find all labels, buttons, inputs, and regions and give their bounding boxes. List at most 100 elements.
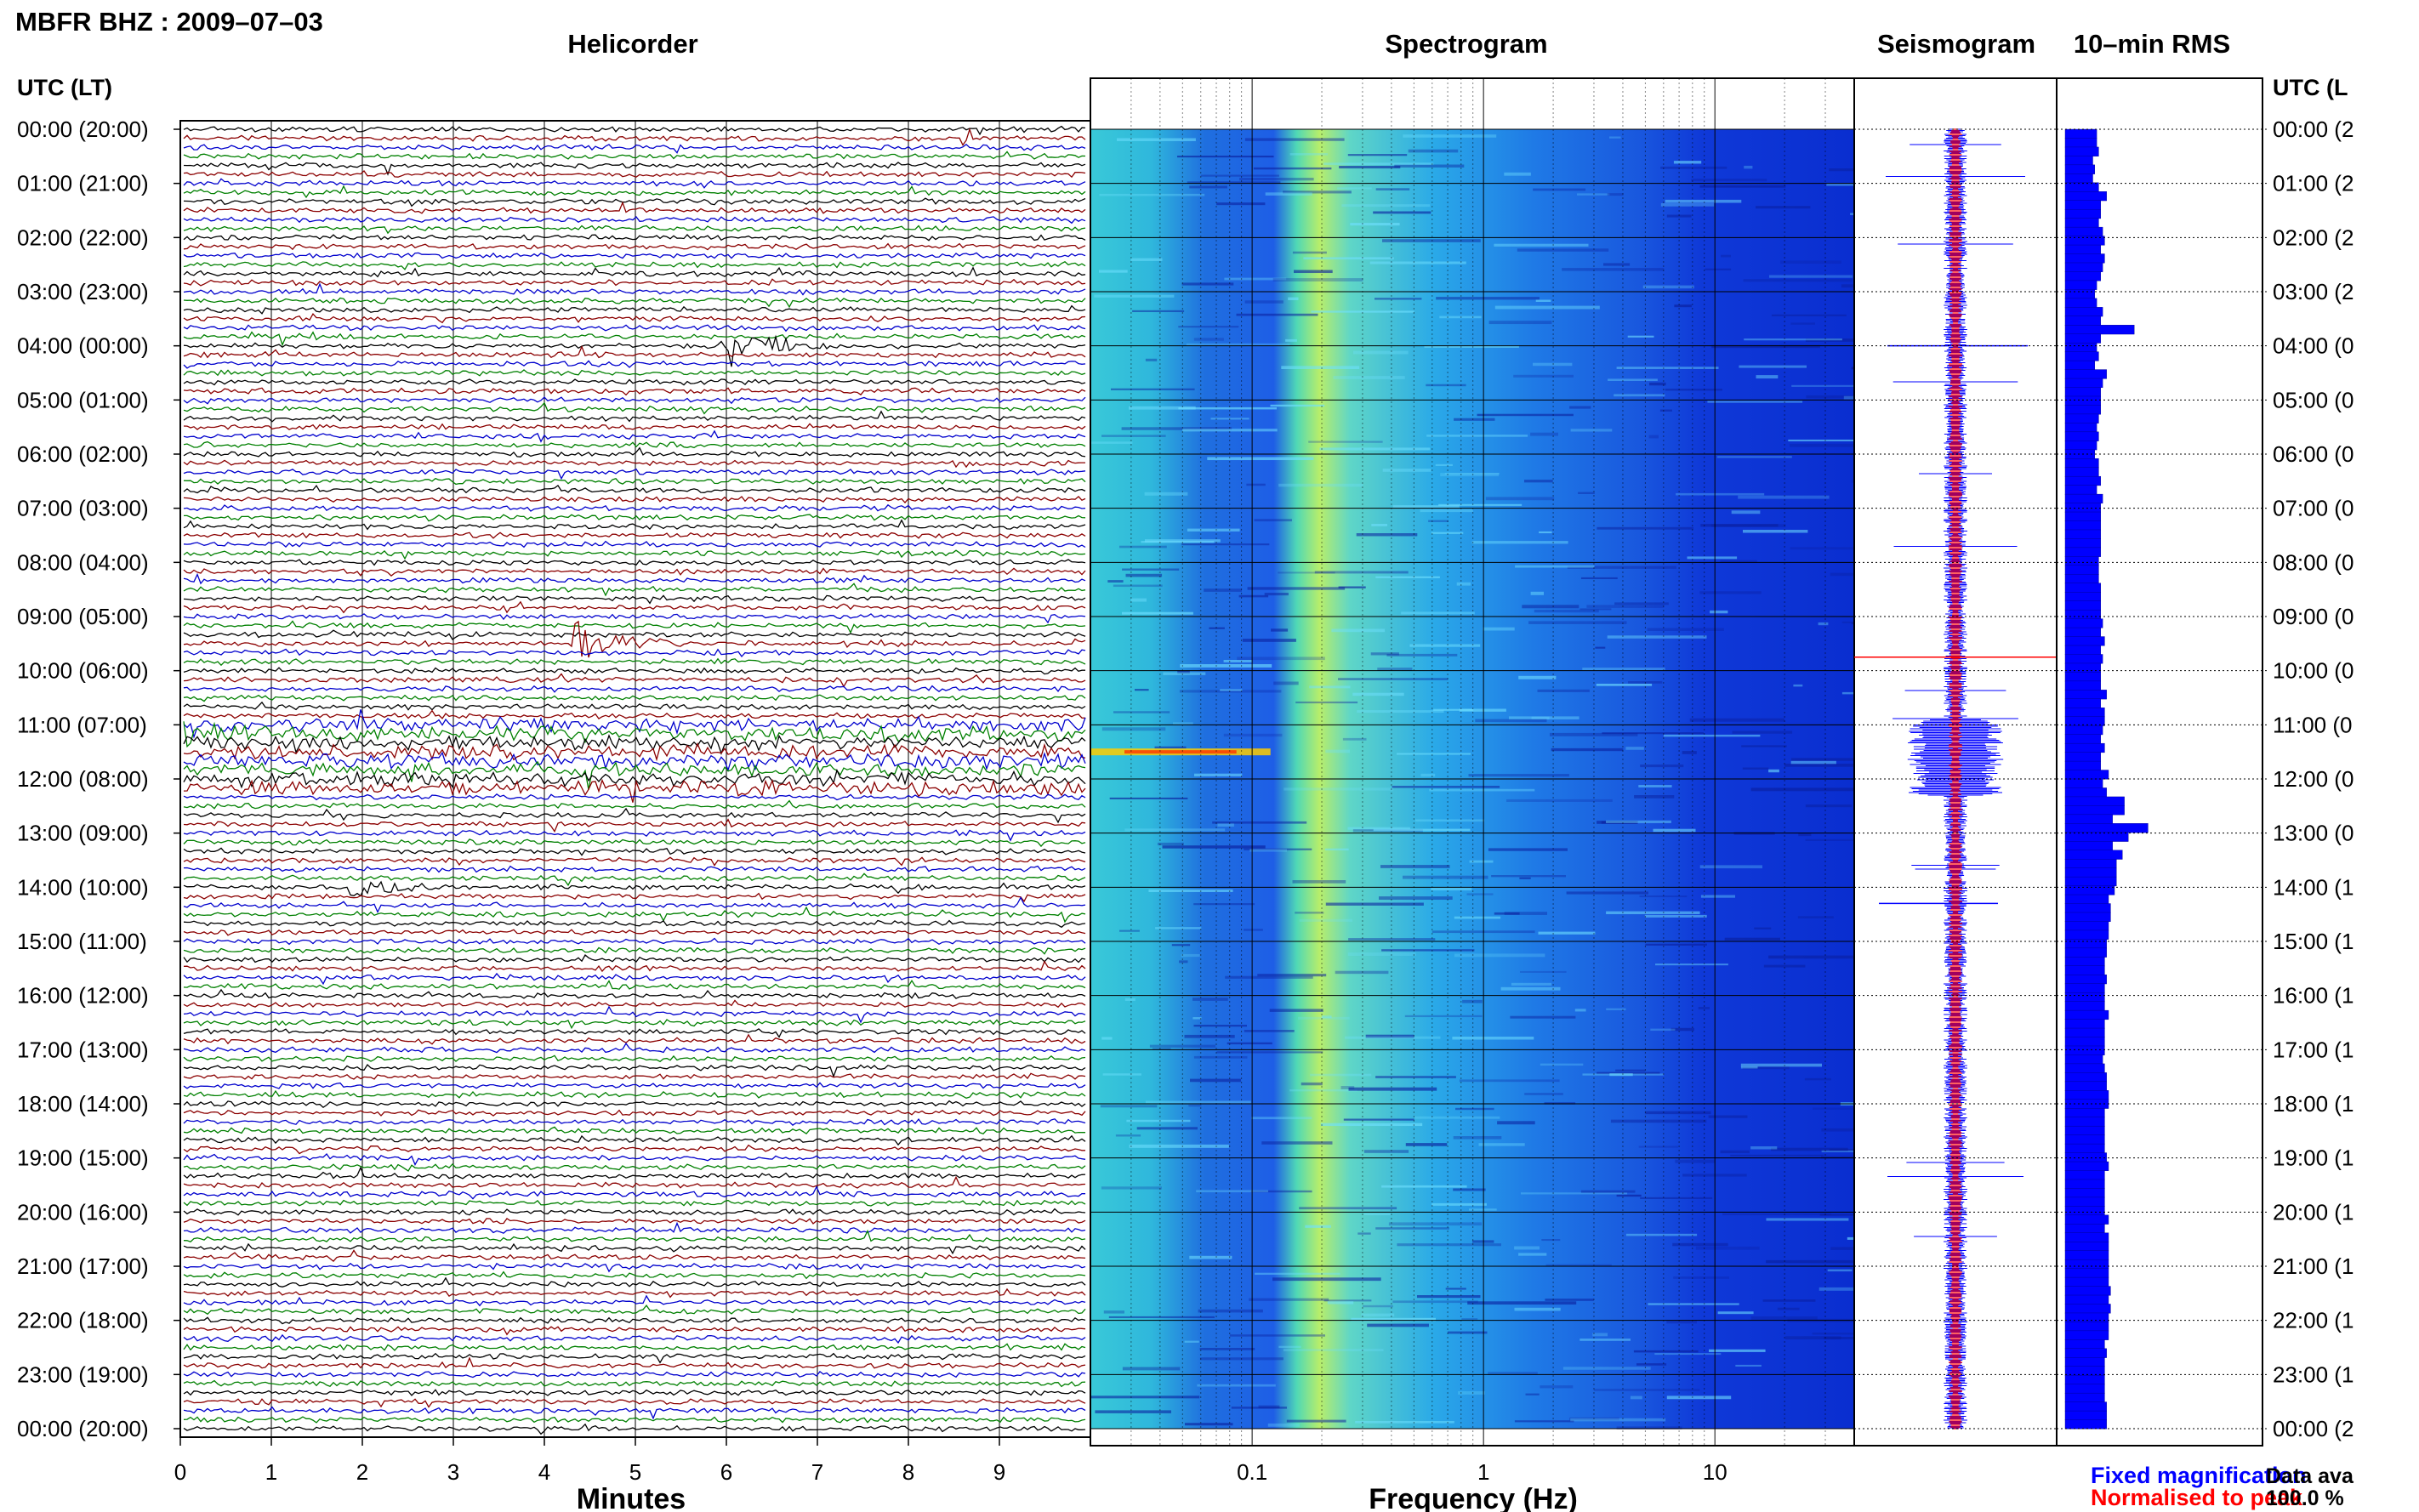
spectrogram-streak	[1818, 622, 1829, 626]
legend-fixed-magnification: Fixed magnification	[2091, 1463, 2307, 1488]
spectrogram-streak	[1475, 719, 1547, 723]
spectrogram-streak	[1607, 635, 1707, 639]
spectrogram-streak	[1534, 609, 1599, 613]
spectrogram-streak	[1212, 821, 1307, 824]
helicorder-trace	[183, 972, 1086, 986]
spectrogram-streak	[1616, 1426, 1682, 1430]
spectrogram-streak	[1625, 747, 1644, 750]
helicorder-trace	[183, 1389, 1086, 1396]
spectrogram-streak	[1488, 848, 1568, 851]
spectrogram-streak	[1192, 998, 1228, 1001]
helicorder-trace	[183, 838, 1086, 848]
time-tick-label-left: 02:00 (22:00)	[17, 225, 149, 250]
rms-bar	[2064, 574, 2099, 584]
spectrogram-streak	[1671, 1027, 1694, 1032]
spectrogram-streak	[1606, 820, 1671, 823]
utc-axis-label-right: UTC (L	[2273, 75, 2348, 100]
spectrogram-streak	[1295, 701, 1358, 704]
helicorder-trace	[183, 519, 1086, 531]
spectrogram-streak	[1220, 689, 1243, 691]
spectrogram-streak	[1695, 1246, 1760, 1250]
spectrogram-streak	[1193, 903, 1255, 906]
rms-bar	[2064, 1259, 2109, 1270]
rms-bar	[2064, 947, 2107, 958]
spectrogram-streak	[1520, 970, 1567, 973]
helicorder-trace	[183, 401, 1086, 415]
helicorder-trace	[183, 960, 1086, 973]
rms-bar	[2064, 1045, 2105, 1055]
spectrogram-streak	[1461, 1318, 1478, 1321]
spectrogram-streak	[1357, 710, 1444, 713]
helicorder-trace	[183, 892, 1086, 903]
spectrogram-strong-band-core	[1124, 750, 1237, 754]
rms-bar	[2064, 1276, 2109, 1287]
rms-bar	[2064, 876, 2117, 887]
helicorder-trace	[183, 429, 1086, 443]
spectrogram-streak	[1504, 912, 1547, 915]
helicorder-trace	[183, 1218, 1086, 1225]
rms-bar	[2064, 814, 2113, 824]
spectrogram-streak	[1192, 1017, 1202, 1020]
spectrogram-streak	[1311, 310, 1414, 313]
spectrogram-streak	[1790, 547, 1854, 550]
spectrogram-streak	[1537, 689, 1590, 692]
helicorder-trace	[183, 304, 1086, 315]
spectrogram-streak	[1163, 672, 1206, 675]
helicorder-trace	[183, 1082, 1086, 1089]
spectrogram-streak	[1305, 1225, 1331, 1228]
spectrogram-streak	[1327, 1301, 1354, 1305]
spectrogram-streak	[1152, 1047, 1171, 1050]
helicorder-trace	[183, 128, 1086, 146]
spectrogram-streak	[1510, 1015, 1576, 1019]
spectrogram-streak	[1791, 384, 1854, 387]
spectrogram-streak	[1227, 1042, 1272, 1045]
spectrogram-streak	[1343, 1118, 1414, 1121]
helicorder-trace	[183, 701, 1086, 711]
spectrogram-streak	[1616, 367, 1719, 369]
rms-bar	[2064, 387, 2101, 397]
spectrogram-streak	[1533, 362, 1573, 367]
spectrogram-streak	[1125, 573, 1163, 577]
spectrogram-streak	[1090, 1395, 1200, 1399]
spectrogram-streak	[1101, 727, 1166, 731]
spectrogram-streak	[1521, 1192, 1628, 1195]
spectrogram-streak	[1687, 556, 1738, 560]
time-tick-label-right: 15:00 (1	[2273, 929, 2354, 954]
rms-bar	[2064, 752, 2101, 762]
helicorder-trace	[184, 514, 1086, 522]
spectrogram-streak	[1540, 1385, 1574, 1389]
spectrogram-streak	[1429, 788, 1535, 792]
spectrogram-streak	[1184, 1034, 1235, 1038]
spectrogram-streak	[1303, 257, 1394, 260]
spectrogram-streak	[1762, 1299, 1816, 1302]
rms-bar	[2064, 1242, 2109, 1252]
spectrogram-streak	[1769, 275, 1853, 278]
spectrogram-streak	[1363, 1213, 1392, 1215]
rms-bar	[2064, 146, 2099, 156]
minutes-tick-label: 8	[902, 1459, 914, 1485]
spectrogram-streak	[1324, 848, 1349, 851]
rms-bar	[2064, 1054, 2103, 1065]
spectrogram-streak	[1720, 560, 1757, 563]
time-tick-label-right: 02:00 (2	[2273, 225, 2354, 250]
spectrogram-streak	[1636, 1363, 1667, 1366]
helicorder-trace	[183, 1371, 1086, 1378]
spectrogram-streak	[1431, 531, 1464, 534]
spectrogram-streak	[1094, 294, 1175, 298]
spectrogram-streak	[1453, 1136, 1502, 1140]
helicorder-trace	[183, 919, 1086, 929]
spectrogram-streak	[1469, 1208, 1497, 1211]
spectrogram-streak	[1223, 660, 1252, 662]
spectrogram-streak	[1148, 889, 1233, 893]
spectrogram-streak	[1720, 1150, 1750, 1154]
rms-bar	[2064, 1179, 2105, 1189]
rms-bar	[2064, 262, 2103, 272]
spectrogram-streak	[1297, 1016, 1350, 1020]
helicorder-trace	[183, 1326, 1086, 1336]
spectrogram-streak	[1239, 178, 1314, 181]
spectrogram-streak	[1258, 1405, 1280, 1409]
spectrogram-streak	[1397, 753, 1471, 755]
spectrogram-streak	[1453, 1188, 1486, 1191]
spectrogram-streak	[1642, 285, 1694, 289]
time-tick-label-right: 12:00 (0	[2273, 766, 2354, 792]
